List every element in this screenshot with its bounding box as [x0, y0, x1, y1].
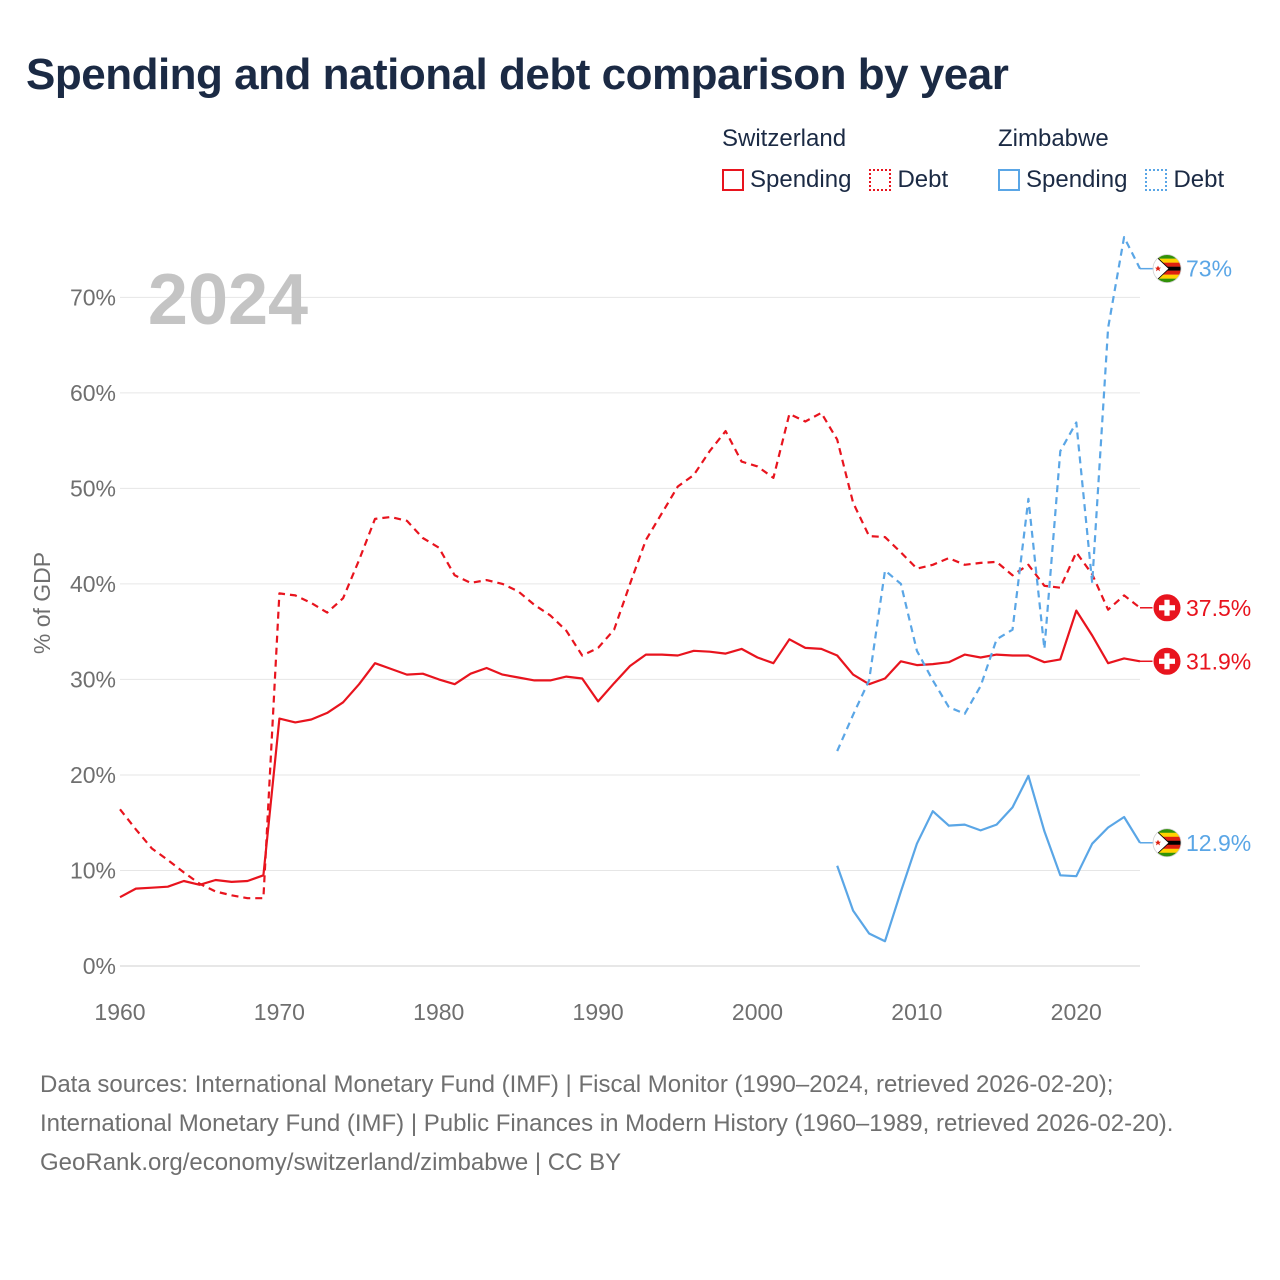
x-tick-label: 1960	[94, 999, 145, 1025]
series-lines	[119, 236, 1141, 943]
switzerland-flag-icon	[1152, 593, 1182, 623]
y-tick-label: 40%	[70, 571, 116, 597]
legend-item-switzerland-debt[interactable]: Debt	[869, 166, 948, 194]
legend-country-label: Zimbabwe	[998, 125, 1109, 152]
x-tick-label: 2020	[1051, 999, 1102, 1025]
attribution-link[interactable]: GeoRank.org/economy/switzerland/zimbabwe…	[40, 1149, 622, 1176]
end-value-label: 73%	[1186, 256, 1232, 282]
legend-group-switzerland: Switzerland Spending Debt	[722, 124, 948, 194]
end-value-label: 37.5%	[1186, 595, 1251, 621]
legend-item-label: Spending	[750, 166, 852, 193]
legend-item-switzerland-spending[interactable]: Spending	[722, 166, 851, 194]
y-axis: 0% 10% 20% 30% 40% 50% 60% 70%	[70, 284, 116, 979]
x-tick-label: 1970	[254, 999, 305, 1025]
line-chart: 2024 % of GDP 0% 10% 20% 30% 40% 50% 60% 70% 19…	[29, 236, 1251, 1025]
y-tick-label: 50%	[70, 475, 116, 501]
y-tick-label: 20%	[70, 762, 116, 788]
zimbabwe-flag-icon	[1152, 828, 1182, 858]
x-tick-label: 2010	[891, 999, 942, 1025]
legend-item-label: Debt	[897, 166, 949, 193]
legend-swatch-solid	[722, 169, 744, 191]
x-tick-label: 2000	[732, 999, 783, 1025]
switzerland-flag-icon	[1152, 646, 1182, 676]
legend-item-label: Spending	[1026, 166, 1128, 193]
x-tick-label: 1990	[573, 999, 624, 1025]
chart-title: Spending and national debt comparison by…	[26, 50, 1009, 99]
gridlines	[120, 296, 1140, 967]
legend-group-zimbabwe: Zimbabwe Spending Debt	[998, 124, 1224, 194]
end-value-label: 12.9%	[1186, 830, 1251, 856]
legend-item-label: Debt	[1173, 166, 1225, 193]
series-line-zimbabwe-debt[interactable]	[836, 236, 1141, 752]
legend-swatch-dotted	[1145, 169, 1168, 191]
y-tick-label: 30%	[70, 666, 116, 692]
y-axis-title: % of GDP	[29, 552, 55, 654]
legend-country-label: Switzerland	[722, 125, 847, 152]
zimbabwe-flag-icon	[1152, 254, 1182, 284]
series-line-switzerland-spending[interactable]	[119, 609, 1141, 899]
series-line-switzerland-debt[interactable]	[119, 411, 1141, 900]
legend-item-zimbabwe-debt[interactable]: Debt	[1145, 166, 1224, 194]
x-axis: 1960 1970 1980 1990 2000 2010 2020	[94, 965, 1140, 1025]
year-watermark: 2024	[148, 260, 308, 340]
data-sources: Data sources: International Monetary Fun…	[40, 1071, 1174, 1137]
y-tick-label: 10%	[70, 857, 116, 883]
end-labels: 37.5% 31.9% 73% 12.9%	[1140, 254, 1251, 858]
legend-swatch-solid	[998, 169, 1020, 191]
y-tick-label: 60%	[70, 380, 116, 406]
x-tick-label: 1980	[413, 999, 464, 1025]
footer: Data sources: International Monetary Fun…	[40, 1065, 1240, 1182]
legend-swatch-dotted	[869, 169, 892, 191]
y-tick-label: 70%	[70, 284, 116, 310]
end-value-label: 31.9%	[1186, 648, 1251, 674]
series-line-zimbabwe-spending[interactable]	[836, 774, 1141, 943]
y-tick-label: 0%	[83, 953, 116, 979]
legend-item-zimbabwe-spending[interactable]: Spending	[998, 166, 1127, 194]
